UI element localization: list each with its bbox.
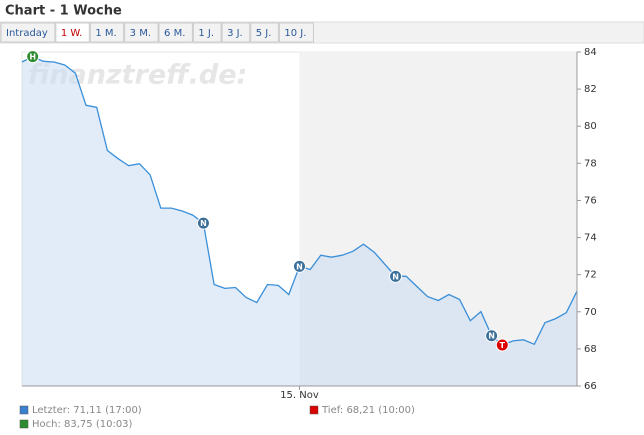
legend-label: Hoch: 83,75 (10:03) [32, 419, 133, 430]
tab[interactable] [158, 22, 193, 43]
point-marker [495, 338, 509, 352]
x-tick-label: 15. Nov [280, 390, 319, 401]
tab[interactable] [55, 22, 90, 43]
tab-label[interactable]: 3 J. [227, 28, 243, 39]
tab-label[interactable]: 1 W. [61, 28, 82, 39]
y-tick-label: 80 [584, 121, 597, 132]
point-marker [26, 50, 40, 64]
legend-label: Tief: 68,21 (10:00) [321, 405, 415, 416]
tab-label[interactable]: 10 J. [284, 28, 306, 39]
tab-label[interactable]: 1 M. [95, 28, 116, 39]
tab-label[interactable]: 3 M. [130, 28, 151, 39]
point-marker [196, 216, 210, 230]
title: Chart - 1 Woche [5, 4, 122, 19]
tab[interactable] [89, 22, 125, 43]
y-tick-label: 66 [584, 381, 597, 392]
y-tick-label: 72 [584, 270, 597, 281]
area [22, 56, 577, 386]
tab[interactable] [250, 22, 279, 43]
point-marker-label: N [488, 332, 495, 341]
y-tick-label: 74 [584, 233, 597, 244]
tab-label[interactable]: Intraday [6, 28, 48, 39]
y-tick-label: 70 [584, 307, 597, 318]
point-marker [485, 329, 499, 343]
point-marker-label: T [500, 341, 506, 350]
tab[interactable] [124, 22, 159, 43]
legend-swatch [309, 405, 319, 415]
point-marker-label: N [296, 262, 303, 271]
tab-label[interactable]: 5 J. [256, 28, 272, 39]
point-marker [389, 269, 403, 283]
tab-label[interactable]: 1 J. [198, 28, 214, 39]
y-tick-label: 82 [584, 84, 597, 95]
tab[interactable] [192, 22, 222, 43]
tab-label[interactable]: 6 M. [164, 28, 185, 39]
legend-swatch [19, 419, 29, 429]
legend-swatch [19, 405, 29, 415]
point-marker [293, 259, 306, 273]
point-marker-label: N [392, 272, 399, 281]
point-marker-label: H [29, 53, 36, 62]
y-tick-label: 68 [584, 344, 597, 355]
tab[interactable] [221, 22, 251, 43]
y-tick-label: 78 [584, 158, 597, 169]
tab[interactable] [0, 22, 56, 43]
tab[interactable] [278, 22, 314, 43]
y-tick-label: 84 [584, 47, 597, 58]
y-tick-label: 76 [584, 195, 597, 206]
point-marker-label: N [200, 219, 207, 228]
legend-label: Letzter: 71,11 (17:00) [32, 405, 142, 416]
